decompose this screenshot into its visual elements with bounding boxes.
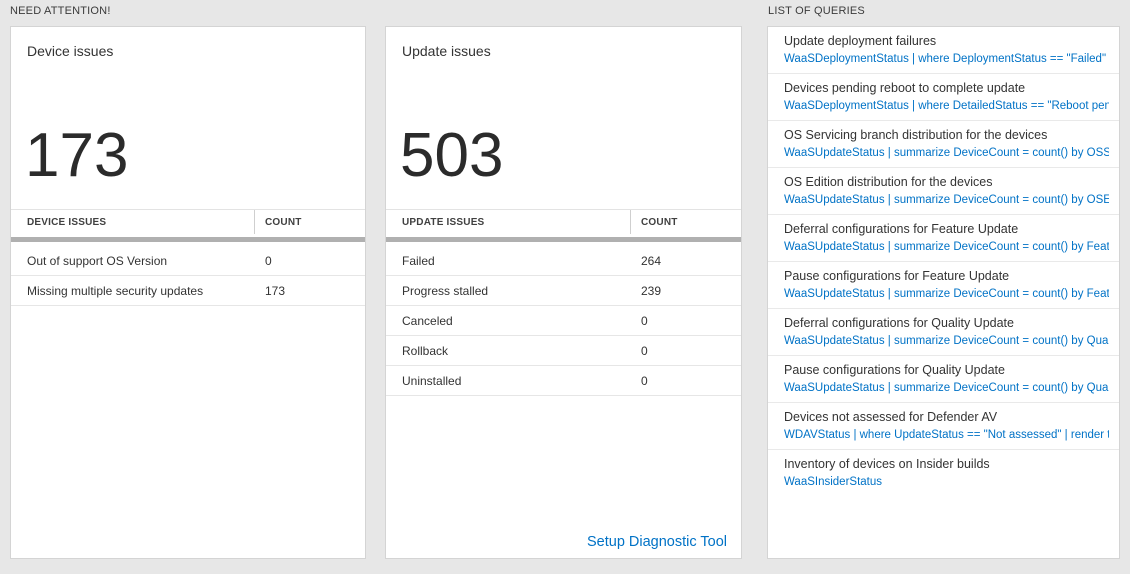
query-title: OS Servicing branch distribution for the… bbox=[784, 128, 1048, 142]
query-text: WaaSUpdateStatus | summarize DeviceCount… bbox=[784, 335, 1109, 347]
query-title: Deferral configurations for Feature Upda… bbox=[784, 222, 1019, 236]
query-item[interactable]: Pause configurations for Quality Update … bbox=[768, 356, 1119, 403]
query-title: Pause configurations for Feature Update bbox=[784, 269, 1010, 283]
update-issues-table: UPDATE ISSUES COUNT Failed 264 Progress … bbox=[386, 209, 741, 396]
device-issues-card: Device issues 173 DEVICE ISSUES COUNT Ou… bbox=[10, 26, 366, 559]
update-issues-card: Update issues 503 UPDATE ISSUES COUNT Fa… bbox=[385, 26, 742, 559]
issue-count: 264 bbox=[641, 253, 662, 268]
update-issues-tile[interactable]: Update issues 503 bbox=[386, 27, 741, 209]
query-title: Devices pending reboot to complete updat… bbox=[784, 81, 1026, 95]
column-header-count: COUNT bbox=[641, 216, 678, 228]
issue-label: Rollback bbox=[402, 343, 449, 358]
update-issues-title: Update issues bbox=[402, 43, 491, 59]
query-text: WaaSInsiderStatus bbox=[784, 476, 883, 488]
table-row[interactable]: Missing multiple security updates 173 bbox=[11, 276, 365, 306]
issue-label: Canceled bbox=[402, 313, 453, 328]
issue-count: 0 bbox=[265, 253, 272, 268]
table-row[interactable]: Progress stalled 239 bbox=[386, 276, 741, 306]
issue-label: Out of support OS Version bbox=[27, 253, 168, 268]
need-attention-heading: NEED ATTENTION! bbox=[10, 5, 111, 17]
table-header-row: UPDATE ISSUES COUNT bbox=[386, 210, 741, 234]
query-text: WaaSDeploymentStatus | where DeploymentS… bbox=[784, 53, 1109, 65]
device-issues-table: DEVICE ISSUES COUNT Out of support OS Ve… bbox=[11, 209, 365, 306]
issue-count: 239 bbox=[641, 283, 662, 298]
issue-label: Missing multiple security updates bbox=[27, 283, 204, 298]
table-row[interactable]: Canceled 0 bbox=[386, 306, 741, 336]
table-row[interactable]: Out of support OS Version 0 bbox=[11, 246, 365, 276]
query-text: WDAVStatus | where UpdateStatus == "Not … bbox=[784, 429, 1109, 441]
query-text: WaaSDeploymentStatus | where DetailedSta… bbox=[784, 100, 1109, 112]
query-title: Update deployment failures bbox=[784, 34, 937, 48]
issue-label: Uninstalled bbox=[402, 373, 462, 388]
table-row[interactable]: Rollback 0 bbox=[386, 336, 741, 366]
query-text: WaaSUpdateStatus | summarize DeviceCount… bbox=[784, 382, 1109, 394]
column-header-update-issues: UPDATE ISSUES bbox=[386, 210, 631, 234]
horizontal-scrollbar[interactable] bbox=[11, 237, 365, 242]
query-item[interactable]: Pause configurations for Feature Update … bbox=[768, 262, 1119, 309]
table-header-row: DEVICE ISSUES COUNT bbox=[11, 210, 365, 234]
query-item[interactable]: Devices not assessed for Defender AV WDA… bbox=[768, 403, 1119, 450]
setup-diagnostic-tool-link[interactable]: Setup Diagnostic Tool bbox=[587, 534, 727, 550]
query-text: WaaSUpdateStatus | summarize DeviceCount… bbox=[784, 194, 1109, 206]
query-text: WaaSUpdateStatus | summarize DeviceCount… bbox=[784, 241, 1109, 253]
query-text: WaaSUpdateStatus | summarize DeviceCount… bbox=[784, 288, 1109, 300]
device-issues-count: 173 bbox=[25, 121, 129, 190]
table-row[interactable]: Uninstalled 0 bbox=[386, 366, 741, 396]
device-issues-title: Device issues bbox=[27, 43, 114, 59]
query-title: Deferral configurations for Quality Upda… bbox=[784, 316, 1014, 330]
query-title: Pause configurations for Quality Update bbox=[784, 363, 1005, 377]
table-row[interactable]: Failed 264 bbox=[386, 246, 741, 276]
query-item[interactable]: Devices pending reboot to complete updat… bbox=[768, 74, 1119, 121]
issue-count: 0 bbox=[641, 343, 648, 358]
column-header-count: COUNT bbox=[265, 216, 302, 228]
queries-card: Update deployment failures WaaSDeploymen… bbox=[767, 26, 1120, 559]
query-item[interactable]: OS Servicing branch distribution for the… bbox=[768, 121, 1119, 168]
issue-count: 0 bbox=[641, 313, 648, 328]
query-title: Inventory of devices on Insider builds bbox=[784, 457, 990, 471]
query-item[interactable]: Inventory of devices on Insider builds W… bbox=[768, 450, 1119, 496]
horizontal-scrollbar[interactable] bbox=[386, 237, 741, 242]
query-title: Devices not assessed for Defender AV bbox=[784, 410, 998, 424]
column-header-device-issues: DEVICE ISSUES bbox=[11, 210, 255, 234]
issue-label: Failed bbox=[402, 253, 435, 268]
issue-count: 173 bbox=[265, 283, 286, 298]
update-issues-count: 503 bbox=[400, 121, 504, 190]
query-title: OS Edition distribution for the devices bbox=[784, 175, 993, 189]
query-item[interactable]: OS Edition distribution for the devices … bbox=[768, 168, 1119, 215]
list-of-queries-heading: LIST OF QUERIES bbox=[768, 5, 865, 17]
device-issues-tile[interactable]: Device issues 173 bbox=[11, 27, 365, 209]
query-item[interactable]: Deferral configurations for Quality Upda… bbox=[768, 309, 1119, 356]
query-text: WaaSUpdateStatus | summarize DeviceCount… bbox=[784, 147, 1109, 159]
query-item[interactable]: Update deployment failures WaaSDeploymen… bbox=[768, 27, 1119, 74]
query-item[interactable]: Deferral configurations for Feature Upda… bbox=[768, 215, 1119, 262]
issue-count: 0 bbox=[641, 373, 648, 388]
issue-label: Progress stalled bbox=[402, 283, 489, 298]
